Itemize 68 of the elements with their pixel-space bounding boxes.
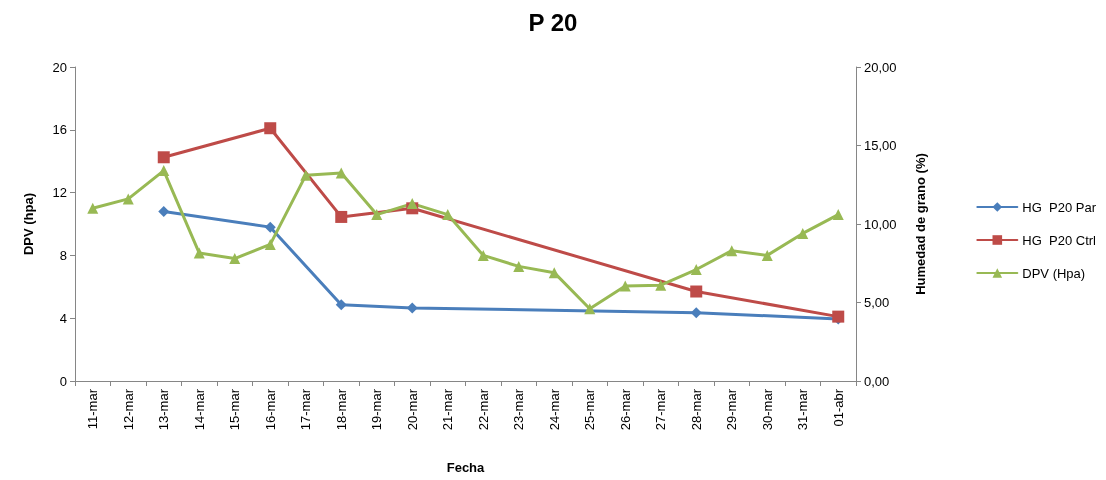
x-tick-label: 21-mar [440, 388, 456, 431]
point [193, 247, 205, 259]
y2-tick-label: 20,00 [864, 59, 897, 75]
x-tick-label: 31-mar [795, 388, 811, 431]
point [229, 253, 241, 265]
point [264, 238, 276, 250]
x-tick-label: 27-mar [653, 388, 669, 431]
chart-title: P 20 [528, 8, 578, 36]
point [832, 209, 844, 221]
point [761, 249, 773, 261]
point [584, 303, 596, 315]
x-tick-label: 24-mar [546, 388, 562, 431]
point [157, 151, 170, 164]
y-tick-label: 12 [52, 185, 67, 201]
x-tick-label: 11-mar [85, 388, 101, 430]
point [87, 202, 99, 214]
point [335, 167, 347, 179]
y-tick-label: 8 [59, 247, 67, 263]
x-tick-label: 19-mar [369, 388, 385, 431]
y-tick-label: 16 [52, 122, 67, 138]
x-tick-label: 30-mar [759, 388, 775, 431]
point [690, 264, 702, 276]
x-tick-label: 01-abr [830, 388, 846, 427]
point [335, 299, 347, 311]
x-axis-title: Fecha [446, 460, 486, 475]
y2-axis-title: Humedad de grano (%) [913, 153, 928, 295]
point [655, 279, 667, 291]
legend-label: DPV (Hpa) [1022, 265, 1086, 281]
point [158, 165, 170, 177]
y2-tick-label: 15,00 [864, 138, 897, 153]
x-tick-label: 28-mar [688, 388, 704, 431]
point [158, 205, 170, 217]
x-tick-label: 20-mar [404, 388, 420, 431]
point [264, 122, 277, 135]
point [690, 285, 703, 298]
point [122, 193, 134, 205]
x-tick-label: 14-mar [191, 388, 207, 431]
point [264, 221, 276, 233]
point [726, 245, 738, 257]
point [513, 260, 525, 272]
y2-tick-label: 0,00 [864, 373, 890, 389]
x-tick-label: 13-mar [156, 388, 172, 431]
legend-label: HG P20 Par [1022, 199, 1097, 215]
point [406, 198, 418, 210]
point [442, 209, 454, 221]
x-tick-label: 23-mar [511, 388, 527, 431]
x-tick-label: 16-mar [262, 388, 278, 431]
point [619, 280, 631, 292]
point [371, 209, 383, 221]
x-tick-label: 17-mar [298, 388, 314, 431]
y2-tick-label: 5,00 [864, 295, 890, 310]
point [797, 227, 809, 239]
x-tick-label: 29-mar [724, 388, 740, 431]
y-axis-title: DPV (hpa) [21, 192, 36, 256]
legend-label: HG P20 Ctrl [1022, 232, 1097, 248]
y-tick-label: 20 [52, 59, 67, 75]
x-tick-label: 18-mar [333, 388, 349, 431]
y-tick-label: 0 [59, 373, 67, 389]
x-tick-label: 15-mar [227, 388, 243, 431]
x-tick-label: 12-mar [120, 388, 136, 431]
point [300, 169, 312, 181]
point [477, 249, 489, 261]
x-tick-label: 26-mar [617, 388, 633, 431]
x-tick-label: 22-mar [475, 388, 491, 431]
x-tick-label: 25-mar [582, 388, 598, 431]
y-tick-label: 4 [59, 310, 67, 326]
y2-tick-label: 10,00 [864, 216, 897, 232]
point [335, 210, 348, 223]
